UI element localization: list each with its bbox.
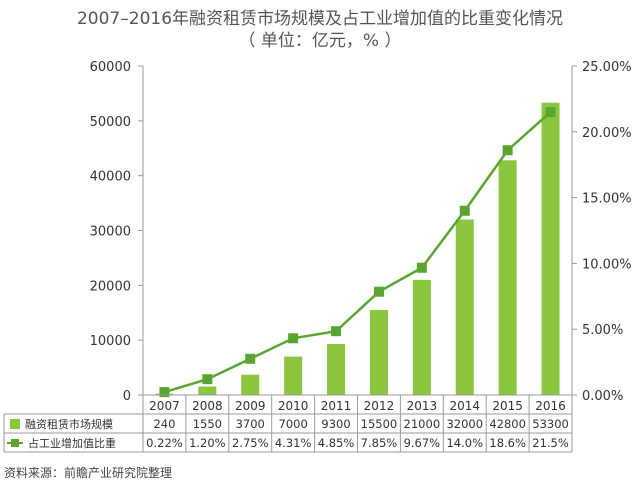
bar-2013 bbox=[412, 279, 431, 395]
bar-2012 bbox=[369, 310, 388, 395]
category-label: 2015 bbox=[492, 399, 523, 413]
bar-2010 bbox=[284, 356, 303, 395]
data-label-line: 1.20% bbox=[189, 436, 226, 450]
left-axis-tick-label: 10000 bbox=[90, 334, 131, 349]
bar-2009 bbox=[241, 374, 260, 395]
data-label-bar: 3700 bbox=[236, 417, 265, 431]
data-label-line: 18.6% bbox=[489, 436, 526, 450]
data-label-line: 7.85% bbox=[361, 436, 398, 450]
bar-2014 bbox=[455, 219, 474, 395]
left-axis-tick-label: 50000 bbox=[90, 115, 131, 130]
category-label: 2011 bbox=[321, 399, 352, 413]
data-label-line: 14.0% bbox=[446, 436, 483, 450]
category-label: 2010 bbox=[278, 399, 309, 413]
data-label-line: 2.75% bbox=[232, 436, 269, 450]
line-point-2014 bbox=[459, 205, 470, 216]
line-point-2007 bbox=[159, 387, 170, 398]
legend-key-line-marker bbox=[11, 439, 19, 447]
line-point-2009 bbox=[245, 353, 256, 364]
data-label-bar: 21000 bbox=[404, 417, 441, 431]
right-axis-tick-label: 0.00% bbox=[582, 389, 623, 404]
line-series bbox=[164, 111, 552, 394]
line-point-2015 bbox=[502, 145, 513, 156]
line-point-2010 bbox=[288, 333, 299, 344]
legend-label-bar: 融资租赁市场规模 bbox=[25, 417, 113, 431]
line-point-2008 bbox=[202, 374, 213, 385]
right-axis-tick-label: 20.00% bbox=[582, 126, 632, 141]
right-axis-tick-label: 15.00% bbox=[582, 192, 632, 207]
data-label-line: 4.31% bbox=[275, 436, 312, 450]
left-axis-tick-label: 20000 bbox=[90, 279, 131, 294]
data-label-bar: 32000 bbox=[446, 417, 483, 431]
left-axis-tick-label: 40000 bbox=[90, 170, 131, 185]
data-label-bar: 9300 bbox=[321, 417, 350, 431]
right-axis-tick-label: 25.00% bbox=[582, 60, 632, 75]
bar-2008 bbox=[198, 386, 217, 395]
line-point-2016 bbox=[545, 107, 556, 118]
category-label: 2016 bbox=[535, 399, 566, 413]
left-axis-tick-label: 30000 bbox=[90, 225, 131, 240]
category-label: 2008 bbox=[192, 399, 223, 413]
bar-2011 bbox=[327, 344, 346, 395]
legend-label-line: 占工业增加值比重 bbox=[28, 436, 116, 450]
category-label: 2007 bbox=[149, 399, 180, 413]
category-label: 2013 bbox=[407, 399, 438, 413]
data-label-line: 4.85% bbox=[318, 436, 355, 450]
legend-key-bar bbox=[10, 419, 20, 429]
data-label-bar: 42800 bbox=[489, 417, 526, 431]
data-label-line: 9.67% bbox=[404, 436, 441, 450]
category-label: 2012 bbox=[364, 399, 395, 413]
left-axis-tick-label: 60000 bbox=[90, 60, 131, 75]
line-point-2012 bbox=[373, 286, 384, 297]
bar-2016 bbox=[541, 102, 560, 395]
source-note: 资料来源：前瞻产业研究院整理 bbox=[4, 466, 173, 480]
data-label-bar: 7000 bbox=[279, 417, 308, 431]
left-axis-tick-label: 0 bbox=[123, 389, 131, 404]
line-point-2013 bbox=[416, 262, 427, 273]
right-axis-tick-label: 10.00% bbox=[582, 257, 632, 272]
data-label-line: 0.22% bbox=[146, 436, 183, 450]
data-label-bar: 53300 bbox=[532, 417, 569, 431]
line-point-2011 bbox=[331, 326, 342, 337]
category-label: 2009 bbox=[235, 399, 266, 413]
data-label-bar: 1550 bbox=[193, 417, 222, 431]
chart-title: 2007–2016年融资租赁市场规模及占工业增加值的比重变化情况 bbox=[76, 9, 564, 29]
data-label-bar: 15500 bbox=[361, 417, 398, 431]
right-axis-tick-label: 5.00% bbox=[582, 323, 623, 338]
data-label-bar: 240 bbox=[153, 417, 175, 431]
data-label-line: 21.5% bbox=[532, 436, 569, 450]
category-label: 2014 bbox=[449, 399, 480, 413]
chart-subtitle: （ 单位：亿元，% ） bbox=[238, 31, 402, 51]
bar-2015 bbox=[498, 160, 517, 395]
